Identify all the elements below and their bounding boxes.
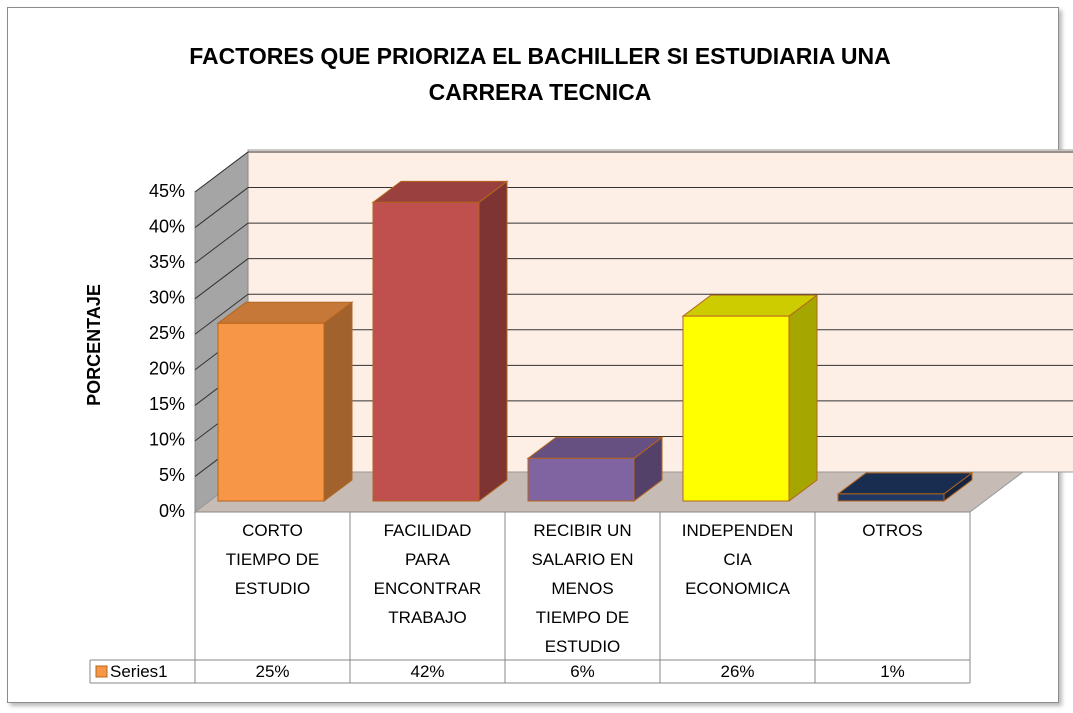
bar <box>372 201 480 502</box>
bar <box>217 322 325 502</box>
y-axis-label: PORCENTAJE <box>84 284 104 406</box>
category-label: RECIBIR UN SALARIO EN MENOS TIEMPO DE ES… <box>531 521 634 656</box>
y-tick-label: 20% <box>149 359 185 379</box>
y-tick-label: 25% <box>149 323 185 343</box>
grid-line <box>194 151 249 193</box>
bar-side <box>478 180 508 502</box>
y-tick-label: 45% <box>149 181 185 201</box>
bar-side <box>323 301 353 502</box>
y-tick-label: 15% <box>149 394 185 414</box>
bar-side <box>788 294 818 502</box>
data-label: 6% <box>570 662 595 681</box>
back-wall <box>247 149 1073 473</box>
data-label: 1% <box>880 662 905 681</box>
y-tick-label: 30% <box>149 287 185 307</box>
grid-line <box>194 187 249 228</box>
chart-title: FACTORES QUE PRIORIZA EL BACHILLER SI ES… <box>189 43 891 105</box>
legend-label: Series1 <box>110 662 168 681</box>
data-label: 25% <box>255 662 290 681</box>
category-label: FACILIDAD PARA ENCONTRAR TRABAJO <box>373 521 482 627</box>
y-tick-label: 35% <box>149 252 185 272</box>
bar <box>837 493 945 502</box>
data-label: 26% <box>720 662 755 681</box>
category-label: OTROS <box>862 521 923 540</box>
y-tick-label: 0% <box>159 501 185 521</box>
category-label: CORTO TIEMPO DE ESTUDIO <box>225 521 320 598</box>
data-label: 42% <box>410 662 445 681</box>
category-label: INDEPENDENCIA ECONOMICA <box>681 521 794 598</box>
grid-line <box>194 258 249 300</box>
grid-line <box>194 222 249 264</box>
y-tick-label: 10% <box>149 430 185 450</box>
y-tick-label: 40% <box>149 216 185 236</box>
legend-swatch <box>95 665 108 678</box>
y-tick-label: 5% <box>159 465 185 485</box>
bar <box>527 457 635 502</box>
bar <box>682 315 790 502</box>
grid-line <box>194 293 249 335</box>
